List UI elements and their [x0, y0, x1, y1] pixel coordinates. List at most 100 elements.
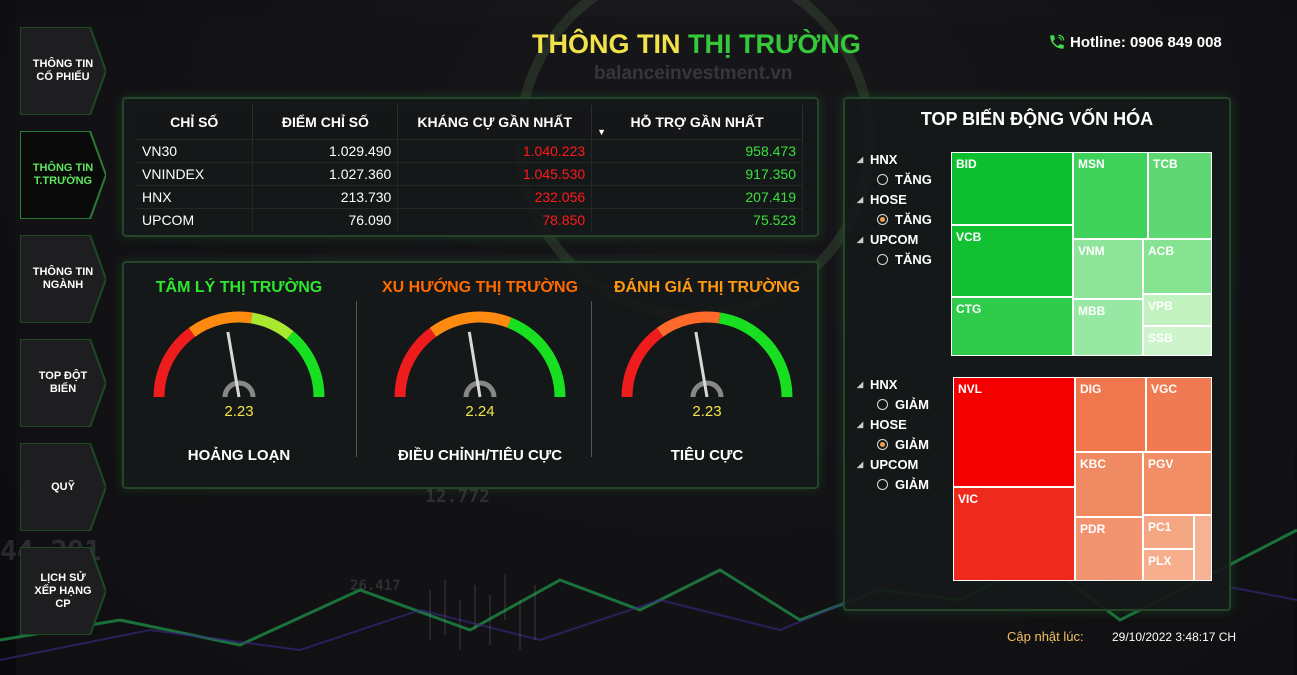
column-header-index[interactable]: CHỈ SỐ — [136, 105, 254, 139]
filter-option[interactable]: TĂNG — [857, 209, 932, 229]
filter-option[interactable]: GIẢM — [857, 394, 929, 414]
gauge-arc-segment — [754, 331, 793, 398]
filter-option-label: GIẢM — [895, 436, 929, 452]
index-resistance: 78.850 — [397, 207, 593, 231]
filter-group-hnx[interactable]: ◢ HNX — [857, 149, 932, 169]
treemap-tile[interactable]: VGC — [1146, 377, 1212, 452]
index-points: 76.090 — [252, 207, 399, 231]
gauge-arc-segment — [527, 331, 566, 398]
gauge-label: TIÊU CỰC — [670, 447, 744, 464]
filter-option-label: GIẢM — [895, 396, 929, 412]
treemap-tile[interactable]: BID — [951, 152, 1073, 225]
chevron-down-icon: ◢ — [857, 154, 864, 164]
down-filter: ◢ HNX GIẢM ◢ HOSE GIẢM ◢ UPCOM GIẢM — [857, 374, 929, 494]
nav-funds[interactable]: QUỸ — [20, 443, 106, 531]
radio-icon[interactable] — [877, 398, 888, 410]
treemap-tile[interactable]: TCB — [1148, 152, 1212, 239]
treemap-tile[interactable]: MBB — [1073, 299, 1143, 356]
sort-desc-icon[interactable]: ▼ — [597, 126, 607, 137]
gauge-needle — [226, 331, 241, 398]
treemap-tile[interactable]: PC1 — [1143, 515, 1194, 549]
gauge-arc-segment — [153, 327, 196, 398]
filter-group-label: HNX — [870, 151, 898, 167]
up-filter: ◢ HNX TĂNG ◢ HOSE TĂNG ◢ UPCOM TĂNG — [857, 149, 932, 269]
title-part-1: THÔNG TIN — [532, 29, 681, 59]
index-support: 958.473 — [591, 138, 803, 162]
filter-option-label: TĂNG — [895, 211, 932, 227]
gauge-hub — [690, 380, 724, 398]
treemap-gainers: BID MSN TCB VCB VNM ACB CTG MBB VPB SSB — [951, 152, 1212, 356]
column-header-resistance[interactable]: KHÁNG CỰ GẦN NHẤT — [397, 105, 593, 139]
filter-option[interactable]: GIẢM — [857, 474, 929, 494]
treemap-tile[interactable]: SSB — [1143, 326, 1212, 356]
filter-option[interactable]: TĂNG — [857, 249, 932, 269]
index-name: VNINDEX — [136, 161, 254, 185]
nav-sector-info[interactable]: THÔNG TIN NGÀNH — [20, 235, 106, 323]
gauge-dial — [621, 311, 793, 398]
gauge-title: XU HƯỚNG THỊ TRƯỜNG — [381, 279, 579, 296]
filter-option-label: TĂNG — [895, 171, 932, 187]
table-row: UPCOM 76.090 78.850 75.523 — [136, 207, 803, 231]
filter-group-hnx[interactable]: ◢ HNX — [857, 374, 929, 394]
column-header-points[interactable]: ĐIỂM CHỈ SỐ — [252, 105, 399, 139]
nav-item-label: THÔNG TIN T.TRƯỜNG — [32, 162, 94, 187]
column-header-support-label: HỖ TRỢ GẦN NHẤT — [630, 113, 764, 130]
filter-group-upcom[interactable]: ◢ UPCOM — [857, 229, 932, 249]
treemap-tile-small[interactable] — [1194, 515, 1212, 581]
gauge-arc-segment — [250, 312, 294, 340]
gauge-label: HOẢNG LOẠN — [187, 447, 291, 464]
filter-group-hose[interactable]: ◢ HOSE — [857, 189, 932, 209]
gauge-arc-segment — [188, 311, 253, 337]
hotline: Hotline: 0906 849 008 — [1048, 33, 1222, 51]
filter-group-hose[interactable]: ◢ HOSE — [857, 414, 929, 434]
treemap-tile[interactable]: PGV — [1143, 452, 1212, 515]
radio-icon[interactable] — [877, 253, 888, 265]
treemap-tile[interactable]: PDR — [1075, 517, 1143, 581]
treemap-tile[interactable]: NVL — [953, 377, 1075, 487]
table-row: VNINDEX 1.027.360 1.045.530 917.350 — [136, 161, 803, 185]
gauge-arc-segment — [429, 311, 512, 337]
radio-icon[interactable] — [877, 173, 888, 185]
filter-option[interactable]: TĂNG — [857, 169, 932, 189]
gauge-value: 2.24 — [465, 403, 495, 420]
column-header-support[interactable]: HỖ TRỢ GẦN NHẤT ▼ — [591, 105, 803, 139]
index-table: CHỈ SỐ ĐIỂM CHỈ SỐ KHÁNG CỰ GẦN NHẤT HỖ … — [136, 105, 803, 231]
table-header-row: CHỈ SỐ ĐIỂM CHỈ SỐ KHÁNG CỰ GẦN NHẤT HỖ … — [136, 105, 803, 139]
filter-group-upcom[interactable]: ◢ UPCOM — [857, 454, 929, 474]
index-resistance: 232.056 — [397, 184, 593, 208]
treemap-tile[interactable]: DIG — [1075, 377, 1146, 452]
chevron-down-icon: ◢ — [857, 234, 864, 244]
treemap-tile[interactable]: VIC — [953, 487, 1075, 581]
nav-stock-info[interactable]: THÔNG TIN CỔ PHIẾU — [20, 27, 106, 115]
radio-selected-icon[interactable] — [877, 438, 888, 450]
nav-ranking-history[interactable]: LỊCH SỬ XẾP HẠNG CP — [20, 547, 106, 635]
nav-top-breakout[interactable]: TOP ĐỘT BIẾN — [20, 339, 106, 427]
filter-option[interactable]: GIẢM — [857, 434, 929, 454]
chevron-down-icon: ◢ — [857, 419, 864, 429]
gauges-panel: TÂM LÝ THỊ TRƯỜNG 2.23 HOẢNG LOẠN XU HƯỚ… — [122, 261, 819, 489]
gauge-arc-segment — [656, 311, 721, 337]
chevron-down-icon: ◢ — [857, 459, 864, 469]
index-name: UPCOM — [136, 207, 254, 231]
gauge-needle — [694, 331, 709, 398]
index-support: 75.523 — [591, 207, 803, 231]
treemap-tile[interactable]: CTG — [951, 297, 1073, 356]
nav-market-info[interactable]: THÔNG TIN T.TRƯỜNG — [20, 131, 106, 219]
treemap-tile[interactable]: VCB — [951, 225, 1073, 297]
treemap-tile[interactable]: KBC — [1075, 452, 1143, 517]
radio-icon[interactable] — [877, 478, 888, 490]
filter-group-label: UPCOM — [870, 231, 919, 247]
gauge-dial — [153, 311, 325, 398]
treemap-tile[interactable]: PLX — [1143, 549, 1194, 581]
treemap-tile[interactable]: MSN — [1073, 152, 1148, 239]
gauge-title: TÂM LÝ THỊ TRƯỜNG — [155, 279, 323, 296]
gauge-value: 2.23 — [692, 403, 722, 420]
hotline-text: Hotline: 0906 849 008 — [1070, 33, 1222, 51]
watermark: balanceinvestment.vn — [594, 63, 793, 84]
treemap-tile[interactable]: ACB — [1143, 239, 1212, 294]
radio-selected-icon[interactable] — [877, 213, 888, 225]
treemap-tile[interactable]: VNM — [1073, 239, 1143, 299]
treemap-tile[interactable]: VPB — [1143, 294, 1212, 326]
nav-item-label: TOP ĐỘT BIẾN — [38, 370, 88, 395]
